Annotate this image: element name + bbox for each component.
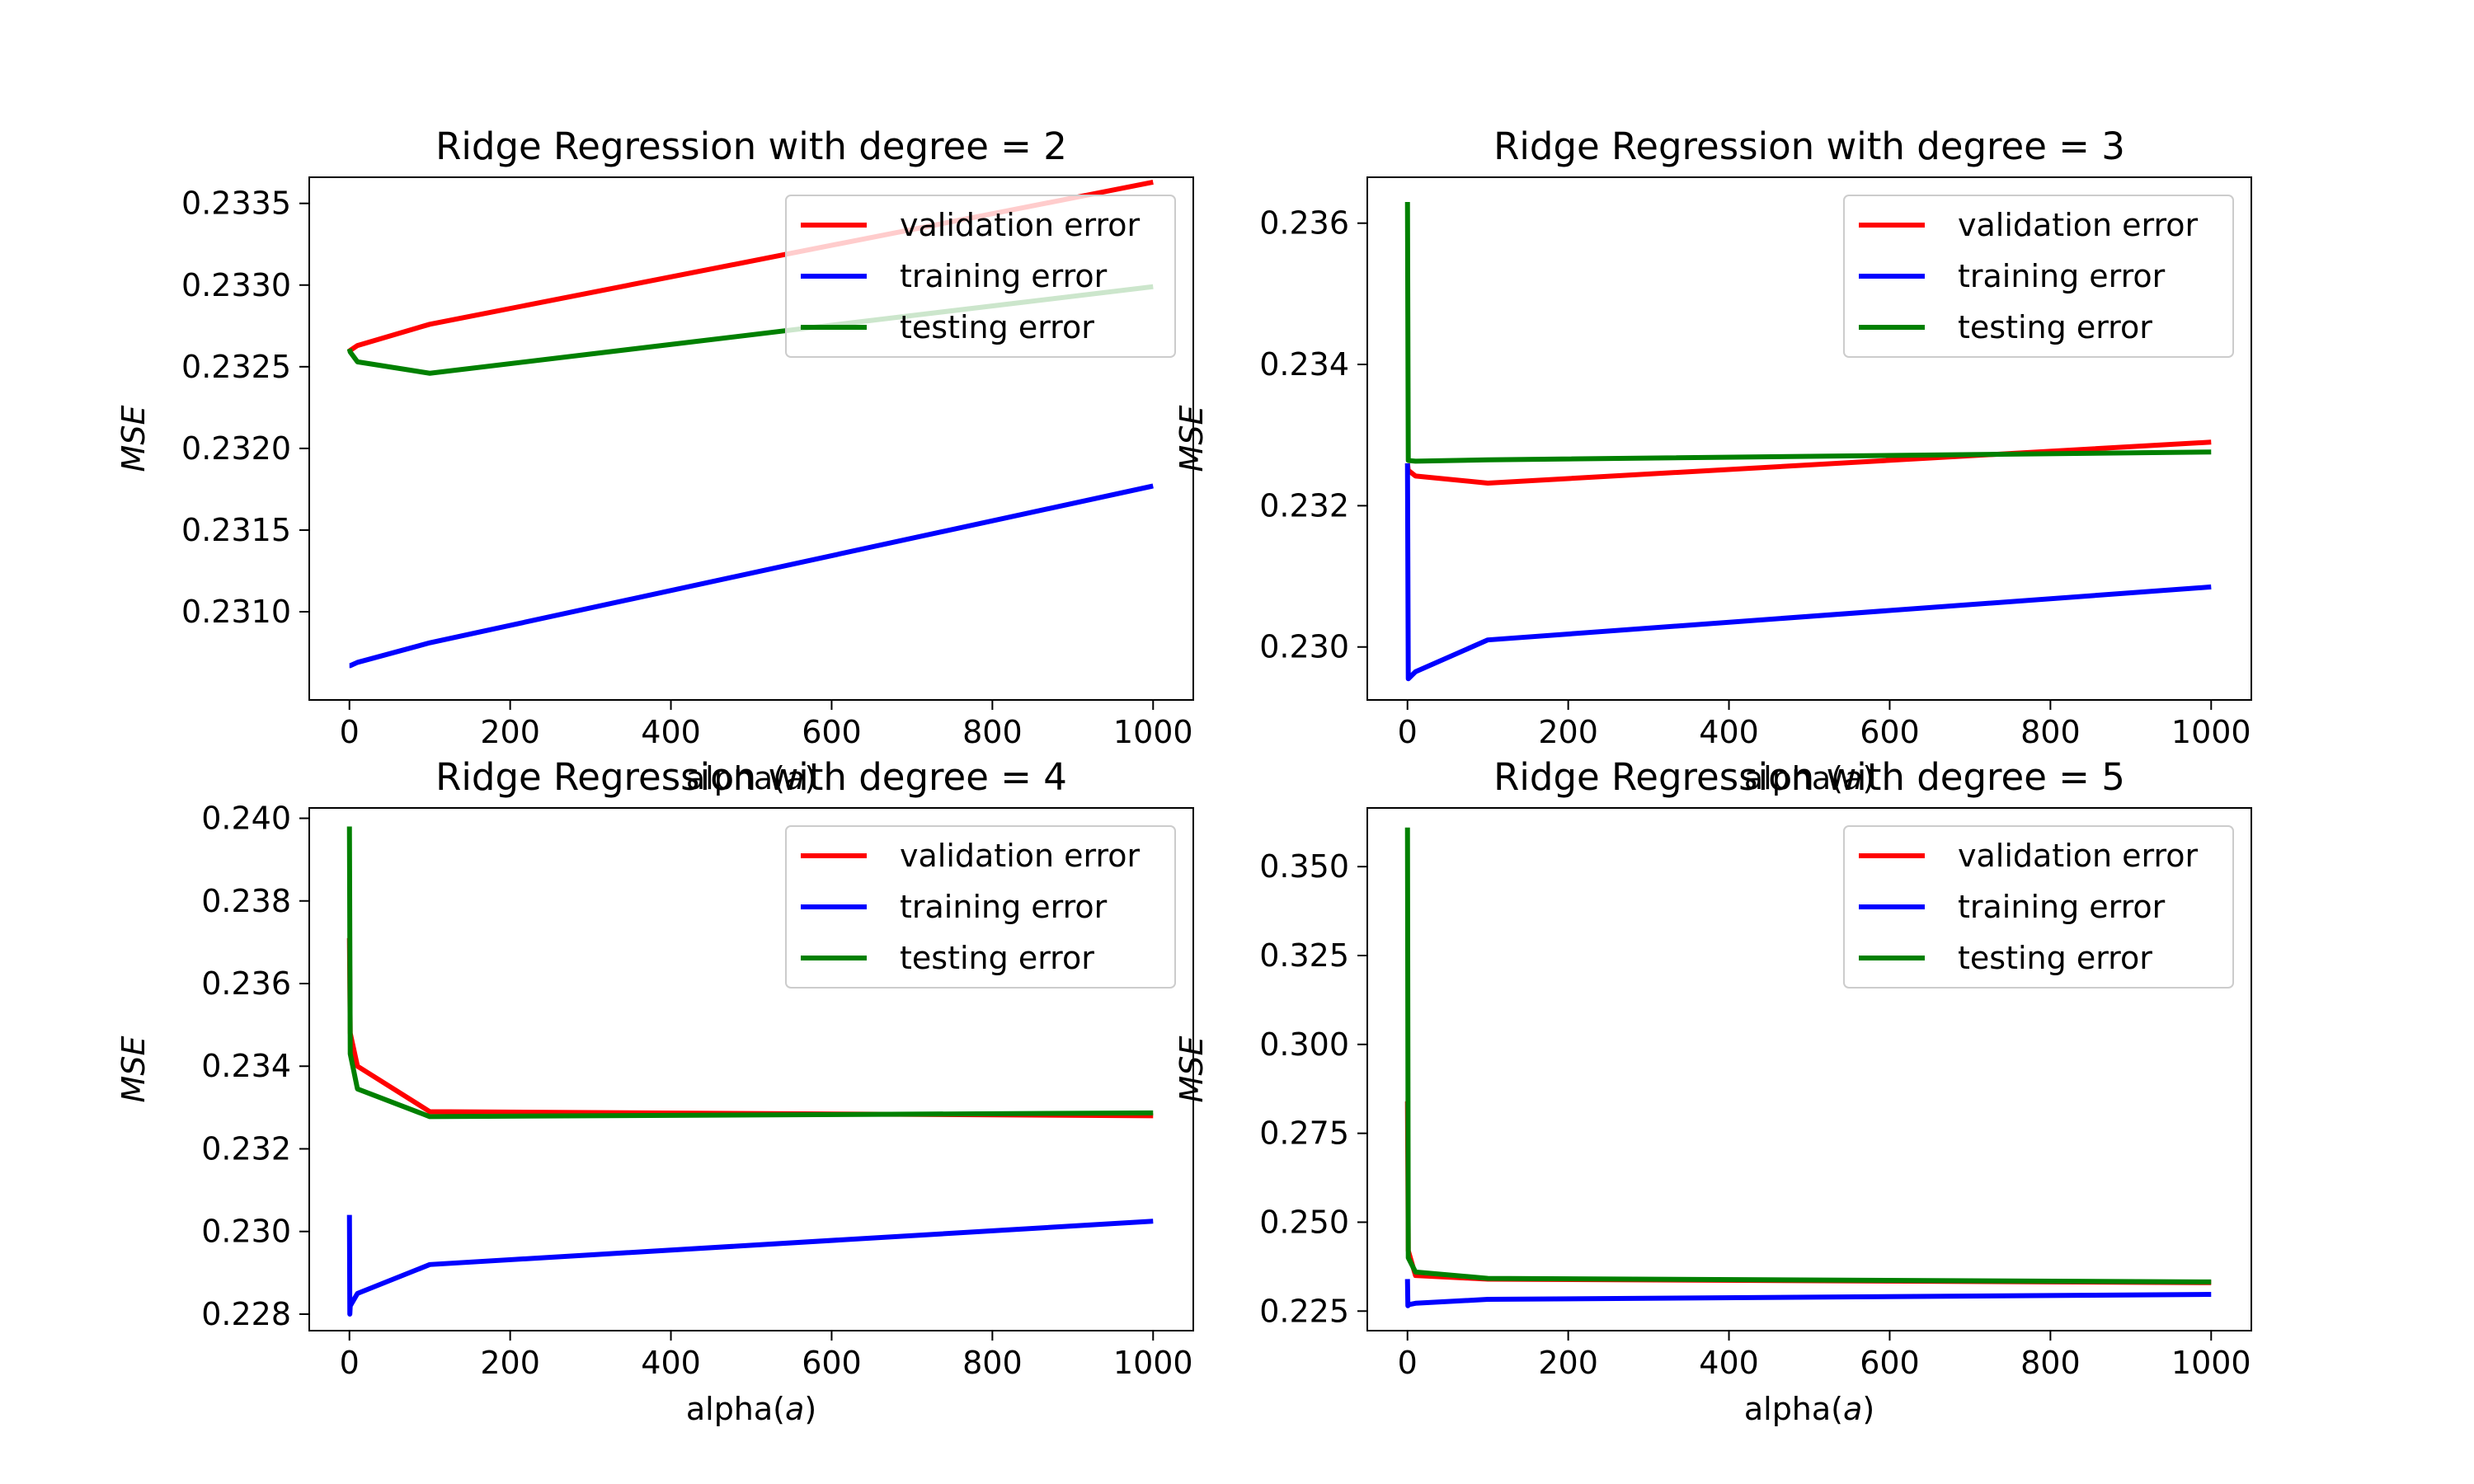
y-tick-label: 0.2325 — [181, 349, 291, 385]
legend: validation error training error testing er… — [1843, 195, 2234, 358]
legend-label: testing error — [1958, 940, 2152, 976]
x-axis-label: alpha(a) — [686, 1391, 816, 1427]
y-tick-label: 0.300 — [1259, 1026, 1349, 1063]
y-axis-label: MSE — [1174, 1036, 1210, 1103]
y-axis-label: MSE — [1174, 406, 1210, 472]
x-tick-label: 0 — [340, 1345, 360, 1381]
legend-label: training error — [1958, 258, 2166, 294]
y-tick-label: 0.225 — [1259, 1293, 1349, 1329]
y-tick-label: 0.234 — [1259, 346, 1349, 383]
legend-label: validation error — [900, 838, 1141, 874]
legend-label: validation error — [900, 207, 1141, 243]
legend-box — [1843, 825, 2234, 989]
legend-box — [785, 825, 1176, 989]
legend: validation error training error testing er… — [1843, 825, 2234, 989]
y-tick-label: 0.2330 — [181, 267, 291, 303]
legend-label: validation error — [1958, 838, 2199, 874]
legend-box — [1843, 195, 2234, 358]
x-tick-label: 400 — [1699, 1345, 1759, 1381]
y-tick-label: 0.232 — [201, 1130, 291, 1167]
x-tick-label: 800 — [962, 1345, 1023, 1381]
x-tick-label: 600 — [802, 1345, 862, 1381]
y-tick-label: 0.2315 — [181, 512, 291, 548]
y-tick-label: 0.230 — [1259, 629, 1349, 665]
x-axis-label: alpha(a) — [1744, 760, 1874, 796]
x-tick-label: 800 — [2020, 714, 2081, 750]
y-axis-label: MSE — [115, 1036, 152, 1103]
subplot-1: Ridge Regression with degree = 2 0 200 400 6… — [115, 124, 1194, 796]
y-tick-label: 0.350 — [1259, 848, 1349, 885]
legend-label: testing error — [900, 940, 1094, 976]
y-tick-label: 0.228 — [201, 1296, 291, 1332]
chart-title: Ridge Regression with degree = 3 — [1493, 124, 2125, 168]
x-tick-label: 1000 — [2171, 714, 2251, 750]
y-tick-label: 0.232 — [1259, 487, 1349, 524]
axes-frame — [1366, 176, 2252, 701]
subplot-2: Ridge Regression with degree = 3 0 200 400 6… — [1174, 124, 2252, 796]
x-tick-label: 200 — [480, 714, 540, 750]
series-line-training-error — [1404, 1279, 2212, 1308]
x-tick-label: 0 — [340, 714, 360, 750]
y-tick-label: 0.2320 — [181, 430, 291, 467]
x-tick-label: 600 — [802, 714, 862, 750]
x-tick-label: 1000 — [2171, 1345, 2251, 1381]
y-tick-label: 0.236 — [201, 965, 291, 1002]
axes-frame — [1366, 807, 2252, 1331]
x-axis-label: alpha(a) — [686, 760, 816, 796]
x-tick-label: 800 — [962, 714, 1023, 750]
y-tick-label: 0.236 — [1259, 205, 1349, 242]
y-tick-label: 0.2310 — [181, 594, 291, 630]
series-line-testing-error — [346, 826, 1154, 1120]
legend-box — [785, 195, 1176, 358]
y-tick-label: 0.240 — [201, 801, 291, 837]
series-line-testing-error — [346, 284, 1154, 376]
legend-label: training error — [1958, 889, 2166, 925]
subplot-3: Ridge Regression with degree = 4 0 200 400 6… — [115, 755, 1194, 1427]
series-line-training-error — [347, 483, 1154, 669]
x-tick-label: 400 — [1699, 714, 1759, 750]
y-tick-label: 0.234 — [201, 1048, 291, 1084]
series-line-training-error — [346, 1214, 1154, 1317]
series-line-testing-error — [1404, 201, 2212, 464]
x-tick-label: 200 — [480, 1345, 540, 1381]
x-axis-label: alpha(a) — [1744, 1391, 1874, 1427]
series-line-testing-error — [1404, 827, 2212, 1284]
y-tick-label: 0.325 — [1259, 937, 1349, 974]
legend-label: training error — [900, 258, 1108, 294]
y-tick-label: 0.238 — [201, 883, 291, 919]
chart-title: Ridge Regression with degree = 2 — [435, 124, 1067, 168]
axes-frame — [308, 807, 1194, 1331]
x-tick-label: 1000 — [1113, 1345, 1193, 1381]
x-tick-label: 1000 — [1113, 714, 1193, 750]
series-line-validation-error — [1404, 1101, 2212, 1285]
series-line-training-error — [1404, 463, 2212, 682]
y-axis-label: MSE — [115, 406, 152, 472]
x-tick-label: 0 — [1398, 714, 1418, 750]
legend: validation error training error testing er… — [785, 195, 1176, 358]
axes-frame — [308, 176, 1194, 701]
legend-label: testing error — [1958, 309, 2152, 345]
x-tick-label: 200 — [1538, 1345, 1598, 1381]
x-tick-label: 200 — [1538, 714, 1598, 750]
x-tick-label: 600 — [1860, 1345, 1920, 1381]
x-tick-label: 400 — [641, 1345, 701, 1381]
y-tick-label: 0.275 — [1259, 1115, 1349, 1152]
chart-title: Ridge Regression with degree = 4 — [435, 755, 1067, 799]
x-tick-label: 400 — [641, 714, 701, 750]
y-tick-label: 0.230 — [201, 1214, 291, 1250]
y-tick-label: 0.250 — [1259, 1204, 1349, 1240]
series-line-validation-error — [1404, 439, 2212, 486]
x-tick-label: 0 — [1398, 1345, 1418, 1381]
legend-label: validation error — [1958, 207, 2199, 243]
legend: validation error training error testing er… — [785, 825, 1176, 989]
x-tick-label: 800 — [2020, 1345, 2081, 1381]
y-tick-label: 0.2335 — [181, 186, 291, 222]
legend-label: testing error — [900, 309, 1094, 345]
subplot-4: Ridge Regression with degree = 5 0 200 400 6… — [1174, 755, 2252, 1427]
x-tick-label: 600 — [1860, 714, 1920, 750]
chart-title: Ridge Regression with degree = 5 — [1493, 755, 2125, 799]
legend-label: training error — [900, 889, 1108, 925]
